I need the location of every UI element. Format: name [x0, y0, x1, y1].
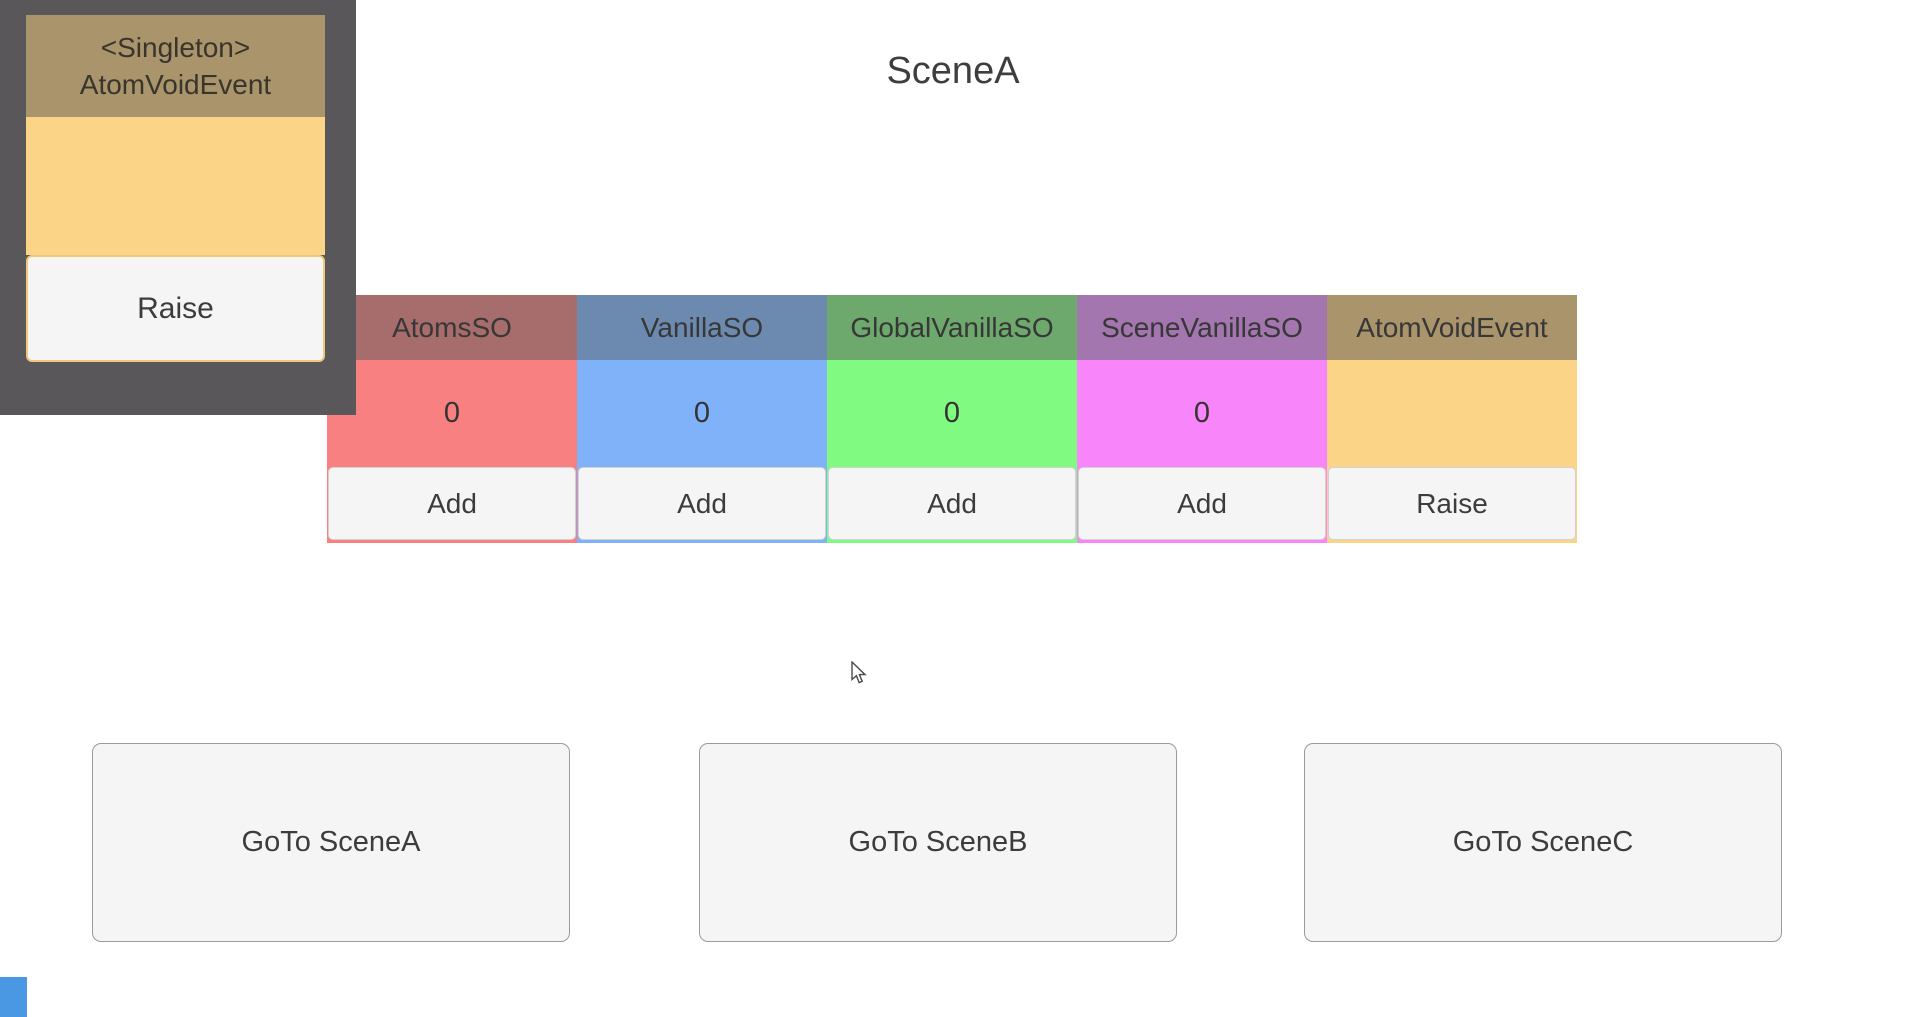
counter-column-title: VanillaSO	[577, 295, 827, 360]
add-button-globalvanillaso[interactable]: Add	[828, 467, 1076, 540]
goto-scenea-button[interactable]: GoTo SceneA	[92, 743, 570, 942]
raise-button-atomvoidevent[interactable]: Raise	[1328, 467, 1576, 540]
counter-button-area: Add	[577, 467, 827, 543]
singleton-card-body	[26, 117, 325, 255]
singleton-header-line2: AtomVoidEvent	[79, 69, 272, 100]
counter-button-area: Add	[327, 467, 577, 543]
singleton-header-line1: <Singleton>	[100, 32, 251, 63]
add-button-scenevanillaso[interactable]: Add	[1078, 467, 1326, 540]
counter-column-title: SceneVanillaSO	[1077, 295, 1327, 360]
goto-scenec-button[interactable]: GoTo SceneC	[1304, 743, 1782, 942]
counter-value: 0	[1077, 360, 1327, 467]
goto-sceneb-button[interactable]: GoTo SceneB	[699, 743, 1177, 942]
counter-button-area: Raise	[1327, 467, 1577, 543]
counter-column-title: GlobalVanillaSO	[827, 295, 1077, 360]
counter-row: AtomsSO 0 Add VanillaSO 0 Add GlobalVanillaSO 0…	[327, 295, 1577, 543]
counter-value: 0	[327, 360, 577, 467]
singleton-panel: <Singleton> AtomVoidEvent Raise	[0, 0, 356, 415]
counter-column-globalvanillaso: GlobalVanillaSO 0 Add	[827, 295, 1077, 543]
add-button-atomsso[interactable]: Add	[328, 467, 576, 540]
singleton-card-header: <Singleton> AtomVoidEvent	[26, 15, 325, 117]
counter-column-atomvoidevent: AtomVoidEvent Raise	[1327, 295, 1577, 543]
scene-title: SceneA	[886, 50, 1020, 92]
mouse-cursor-icon	[851, 661, 867, 684]
counter-column-scenevanillaso: SceneVanillaSO 0 Add	[1077, 295, 1327, 543]
singleton-card: <Singleton> AtomVoidEvent Raise	[26, 15, 325, 362]
counter-column-title: AtomVoidEvent	[1327, 295, 1577, 360]
counter-value: 0	[827, 360, 1077, 467]
counter-column-vanillaso: VanillaSO 0 Add	[577, 295, 827, 543]
counter-value: 0	[577, 360, 827, 467]
counter-column-title: AtomsSO	[327, 295, 577, 360]
counter-button-area: Add	[827, 467, 1077, 543]
add-button-vanillaso[interactable]: Add	[578, 467, 826, 540]
counter-value	[1327, 360, 1577, 467]
counter-column-atomsso: AtomsSO 0 Add	[327, 295, 577, 543]
singleton-raise-button[interactable]: Raise	[26, 255, 325, 362]
counter-button-area: Add	[1077, 467, 1327, 543]
corner-blue-square	[0, 977, 27, 1017]
